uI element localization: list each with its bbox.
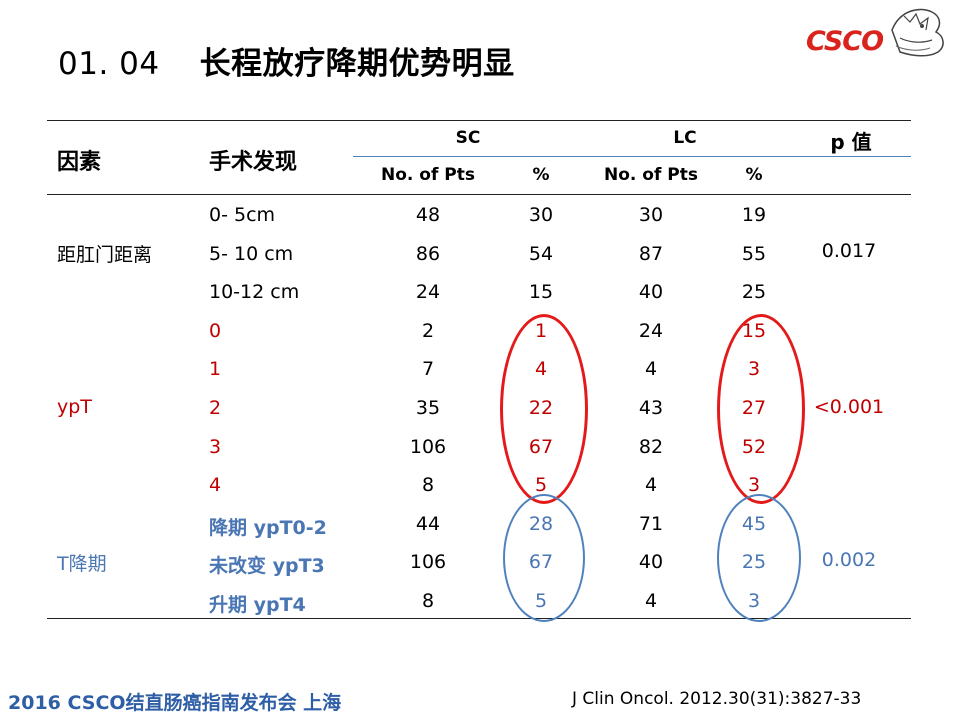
table-cell-sc-pts: 35 bbox=[415, 397, 441, 419]
table-cell-lc-pts: 40 bbox=[638, 551, 664, 574]
title-text: 长程放疗降期优势明显 bbox=[199, 46, 515, 82]
footer-event: 2016 CSCO结直肠癌指南发布会 上海 bbox=[8, 692, 342, 714]
table-cell-lc-pts: 4 bbox=[644, 358, 658, 381]
header-finding: 手术发现 bbox=[209, 150, 298, 175]
table-cell-finding: 未改变 ypT3 bbox=[209, 555, 325, 578]
group-label-ypt: ypT bbox=[57, 396, 92, 418]
table-cell-lc-pts: 43 bbox=[638, 397, 664, 419]
table-cell-sc-pts: 8 bbox=[421, 590, 435, 612]
group-p-distance: 0.017 bbox=[821, 240, 877, 262]
group-label-distance: 距肛门距离 bbox=[57, 244, 153, 266]
table-cell-sc-pts: 24 bbox=[415, 281, 441, 304]
table-cell-sc-pts: 106 bbox=[409, 551, 447, 574]
footer-citation: J Clin Oncol. 2012.30(31):3827-33 bbox=[572, 689, 862, 709]
header-sc-pct: % bbox=[532, 165, 550, 185]
lc-downstage-highlight-oval bbox=[717, 494, 801, 622]
header-split-line bbox=[353, 156, 911, 157]
group-p-ypt: <0.001 bbox=[813, 396, 885, 418]
sc-downstage-highlight-oval bbox=[503, 494, 585, 622]
header-factor: 因素 bbox=[57, 150, 102, 175]
table-cell-sc-pts: 2 bbox=[421, 319, 435, 342]
header-sc-pts: No. of Pts bbox=[381, 165, 475, 185]
table-cell-lc-pct: 55 bbox=[741, 242, 767, 265]
group-p-downstage: 0.002 bbox=[821, 549, 877, 571]
table-cell-lc-pts: 24 bbox=[638, 319, 664, 342]
table-cell-sc-pct: 54 bbox=[528, 242, 554, 265]
table-cell-finding: 0- 5cm bbox=[209, 204, 276, 226]
table-cell-sc-pts: 44 bbox=[415, 512, 441, 535]
table-cell-finding: 5- 10 cm bbox=[209, 242, 294, 265]
lc-ypt-highlight-oval bbox=[717, 314, 805, 504]
group-label-downstage: T降期 bbox=[57, 553, 107, 575]
table-cell-sc-pct: 15 bbox=[528, 281, 554, 304]
slide-title: 01. 04 长程放疗降期优势明显 bbox=[58, 38, 515, 83]
table-cell-sc-pts: 106 bbox=[409, 435, 447, 458]
header-pvalue: p 值 bbox=[830, 130, 872, 154]
table-cell-finding: 3 bbox=[209, 435, 222, 458]
table-bottom-border bbox=[47, 618, 911, 619]
table-cell-finding: 0 bbox=[209, 319, 222, 342]
data-table: 因素 手术发现 SC LC p 值 No. of Pts % No. of Pt… bbox=[47, 120, 911, 622]
logo-text: CSCO bbox=[806, 26, 884, 57]
table-cell-finding: 1 bbox=[209, 358, 222, 381]
header-lc-pts: No. of Pts bbox=[604, 165, 698, 185]
header-lc: LC bbox=[673, 128, 697, 148]
header-lc-pct: % bbox=[745, 165, 763, 185]
header-bottom-border bbox=[47, 194, 911, 195]
section-number: 01. 04 bbox=[58, 46, 160, 82]
header-sc: SC bbox=[455, 128, 481, 148]
table-cell-sc-pts: 8 bbox=[421, 474, 435, 497]
table-cell-lc-pts: 82 bbox=[638, 435, 664, 458]
csco-logo: CSCO bbox=[800, 2, 950, 62]
table-cell-lc-pts: 4 bbox=[644, 590, 658, 612]
table-cell-lc-pts: 71 bbox=[638, 512, 664, 535]
table-cell-finding: 10-12 cm bbox=[209, 281, 300, 304]
table-cell-finding: 4 bbox=[209, 474, 222, 497]
table-cell-finding: 升期 ypT4 bbox=[209, 594, 306, 616]
table-cell-finding: 降期 ypT0-2 bbox=[209, 516, 327, 539]
table-cell-lc-pct: 25 bbox=[741, 281, 767, 304]
table-cell-sc-pts: 86 bbox=[415, 242, 441, 265]
sc-ypt-highlight-oval bbox=[500, 314, 588, 504]
table-cell-lc-pts: 30 bbox=[638, 204, 664, 226]
table-cell-sc-pts: 48 bbox=[415, 204, 441, 226]
table-cell-finding: 2 bbox=[209, 397, 222, 419]
table-cell-sc-pct: 30 bbox=[528, 204, 554, 226]
table-cell-lc-pts: 87 bbox=[638, 242, 664, 265]
table-cell-sc-pts: 7 bbox=[421, 358, 435, 381]
table-top-border bbox=[47, 120, 911, 121]
dragon-emblem-icon bbox=[891, 8, 944, 57]
table-cell-lc-pts: 4 bbox=[644, 474, 658, 497]
table-cell-lc-pct: 19 bbox=[741, 204, 767, 226]
table-cell-lc-pts: 40 bbox=[638, 281, 664, 304]
